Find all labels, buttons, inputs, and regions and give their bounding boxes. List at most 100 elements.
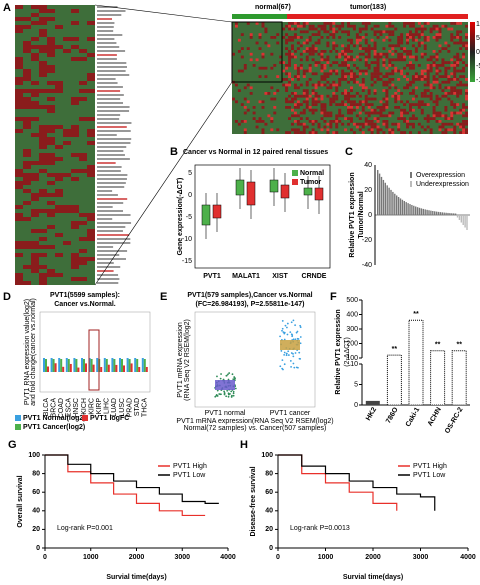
heatmap-cell — [361, 78, 365, 81]
heatmap-cell — [373, 97, 377, 101]
legend-swatch — [292, 179, 298, 185]
colorbar-tick: 10 — [476, 21, 480, 28]
heatmap-cell — [370, 27, 374, 31]
heatmap-cell — [23, 97, 31, 101]
heatmap-cell — [31, 89, 39, 93]
heatmap-cell — [429, 131, 433, 134]
heatmap-cell — [326, 86, 330, 90]
heatmap-cell — [79, 169, 87, 173]
heatmap-cell — [391, 128, 395, 132]
heatmap-cell — [406, 111, 409, 115]
bar — [466, 215, 468, 230]
heatmap-cell — [411, 55, 415, 59]
heatmap-cell — [364, 50, 368, 53]
heatmap-cell — [296, 120, 300, 123]
heatmap-cell — [406, 36, 409, 39]
heatmap-cell — [273, 106, 277, 109]
x-tick-label: PRAD — [126, 398, 133, 417]
dot — [281, 327, 284, 330]
title: PVT1(579 samples),Cancer vs.Normal — [187, 292, 312, 299]
heatmap-cell — [364, 100, 368, 104]
heatmap-cell — [367, 97, 371, 101]
heatmap-cell — [444, 41, 448, 45]
legend-label: PVT1 Cancer(log2) — [23, 424, 85, 431]
heatmap-cell — [308, 50, 312, 53]
heatmap-cell — [423, 117, 427, 120]
heatmap-cell — [326, 58, 330, 62]
heatmap-cell — [382, 64, 386, 67]
heatmap-cell — [326, 44, 330, 48]
heatmap-cell — [456, 41, 460, 45]
bar — [90, 359, 93, 372]
heatmap-cell — [403, 111, 407, 115]
heatmap-cell — [441, 114, 445, 118]
heatmap-cell — [23, 241, 31, 245]
x-tick-label: KIRP — [96, 398, 103, 415]
heatmap-cell — [293, 66, 297, 70]
heatmap-cell — [320, 69, 324, 73]
x-tick-label: 3000 — [174, 554, 190, 561]
heatmap-cell — [417, 75, 421, 78]
heatmap-cell — [400, 52, 404, 56]
heatmap-cell — [465, 97, 468, 101]
heatmap-cell — [314, 100, 318, 104]
heatmap-cell — [71, 261, 79, 265]
heatmap-cell — [296, 128, 300, 132]
heatmap-cell — [361, 27, 365, 31]
heatmap-cell — [411, 44, 415, 48]
heatmap-cell — [432, 78, 436, 81]
heatmap-cell — [15, 253, 23, 257]
heatmap-cell — [288, 36, 291, 39]
heatmap-cell — [55, 125, 63, 129]
heatmap-cell — [388, 44, 392, 48]
heatmap-cell — [39, 5, 47, 9]
heatmap-cell — [465, 78, 468, 81]
heatmap-cell — [462, 128, 466, 132]
heatmap-cell — [55, 177, 63, 181]
heatmap-cell — [311, 44, 315, 48]
heatmap-cell — [347, 55, 350, 59]
heatmap-cell — [285, 83, 289, 87]
bar — [365, 400, 380, 405]
heatmap-cell — [47, 105, 55, 109]
heatmap-cell — [347, 108, 350, 112]
heatmap-cell — [465, 64, 468, 67]
x-tick-label: HNSC — [73, 398, 80, 418]
heatmap-cell — [417, 33, 421, 36]
highlight — [88, 329, 100, 391]
heatmap-cell — [15, 129, 23, 133]
heatmap-cell — [255, 125, 259, 129]
heatmap-cell — [87, 213, 95, 217]
heatmap-cell — [299, 58, 303, 62]
heatmap-cell — [438, 120, 442, 123]
heatmap-cell — [344, 117, 348, 120]
heatmap-cell — [462, 106, 466, 109]
heatmap-cell — [453, 64, 457, 67]
heatmap-cell — [432, 111, 436, 115]
heatmap-cell — [71, 125, 79, 129]
heatmap-cell — [394, 69, 398, 73]
heatmap-cell — [400, 58, 404, 62]
dot — [296, 337, 299, 340]
y-tick-label: 60 — [32, 489, 40, 496]
heatmap-cell — [358, 72, 362, 76]
y-tick-label: 10 — [350, 361, 358, 368]
heatmap-cell — [456, 52, 460, 56]
heatmap-cell — [429, 66, 433, 70]
heatmap-cell — [426, 103, 430, 106]
heatmap-cell — [373, 50, 377, 53]
dot — [284, 324, 287, 327]
heatmap-cell — [358, 128, 362, 132]
heatmap-cell — [456, 69, 460, 73]
heatmap-cell — [344, 61, 348, 64]
heatmap-cell — [382, 52, 386, 56]
x-label: Survial time(days) — [343, 574, 403, 581]
heatmap-cell — [379, 106, 383, 109]
heatmap-cell — [364, 97, 368, 101]
heatmap-cell — [426, 58, 430, 62]
heatmap-cell — [370, 47, 374, 50]
heatmap-cell — [87, 165, 95, 169]
heatmap-cell — [288, 72, 291, 76]
heatmap-cell — [39, 125, 47, 129]
